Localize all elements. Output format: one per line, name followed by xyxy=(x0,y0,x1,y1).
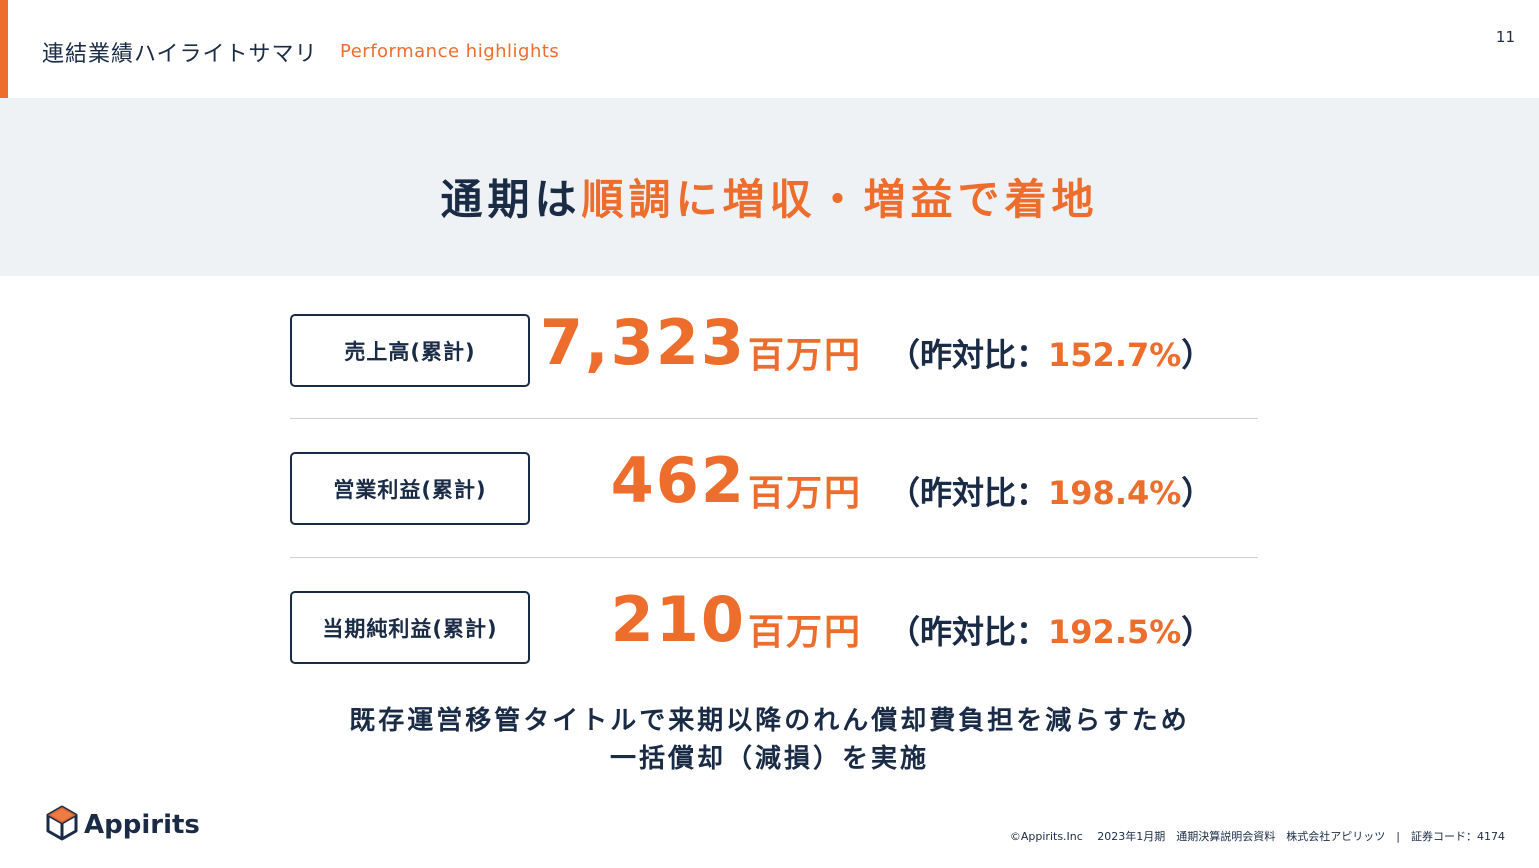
yoy-suffix: ） xyxy=(1181,474,1214,512)
row-divider xyxy=(290,557,1258,558)
metric-row-operating-income: 営業利益(累計) 462 百万円 （昨対比：198.4%） xyxy=(290,444,1260,525)
metric-unit: 百万円 xyxy=(748,473,863,514)
page-subtitle: Performance highlights xyxy=(340,41,560,62)
metric-label: 当期純利益(累計) xyxy=(290,591,530,664)
metric-row-sales: 売上高(累計) 7,323 百万円 （昨対比：152.7%） xyxy=(290,306,1260,387)
note-line-2: 一括償却（減損）を実施 xyxy=(609,744,929,774)
footer-text: ©Appirits.Inc 2023年1月期 通期決算説明会資料 株式会社アピリ… xyxy=(1009,830,1505,843)
metric-yoy: （昨対比：152.7%） xyxy=(888,330,1213,376)
metric-label: 営業利益(累計) xyxy=(290,452,530,525)
logo-text: Appirits xyxy=(84,810,200,840)
yoy-suffix: ） xyxy=(1181,336,1214,374)
metric-value: 210 xyxy=(610,583,746,656)
yoy-prefix: （昨対比： xyxy=(888,474,1049,512)
yoy-prefix: （昨対比： xyxy=(888,336,1049,374)
metric-yoy: （昨対比：198.4%） xyxy=(888,468,1213,514)
note-line-1: 既存運営移管タイトルで来期以降のれん償却費負担を減らすため xyxy=(349,706,1190,736)
metric-yoy: （昨対比：192.5%） xyxy=(888,607,1213,653)
yoy-suffix: ） xyxy=(1181,613,1214,651)
cube-logo-icon xyxy=(46,805,78,845)
page-title: 連結業績ハイライトサマリ xyxy=(42,42,318,67)
metric-unit: 百万円 xyxy=(748,612,863,653)
page-number: 11 xyxy=(1495,28,1515,46)
yoy-value: 192.5% xyxy=(1048,613,1182,651)
headline-banner xyxy=(0,98,1539,276)
metric-row-net-income: 当期純利益(累計) 210 百万円 （昨対比：192.5%） xyxy=(290,583,1260,664)
yoy-value: 152.7% xyxy=(1048,336,1182,374)
header-accent-bar xyxy=(0,0,8,98)
yoy-value: 198.4% xyxy=(1048,474,1182,512)
metric-value: 7,323 xyxy=(539,306,746,379)
headline: 通期は順調に増収・増益で着地 xyxy=(0,166,1539,227)
headline-part1: 通期は xyxy=(440,175,582,224)
metric-label: 売上高(累計) xyxy=(290,314,530,387)
row-divider xyxy=(290,418,1258,419)
metric-unit: 百万円 xyxy=(748,335,863,376)
company-logo: Appirits xyxy=(46,805,200,845)
headline-part2: 順調に増収・増益で着地 xyxy=(581,175,1099,224)
metric-value: 462 xyxy=(610,444,746,517)
yoy-prefix: （昨対比： xyxy=(888,613,1049,651)
